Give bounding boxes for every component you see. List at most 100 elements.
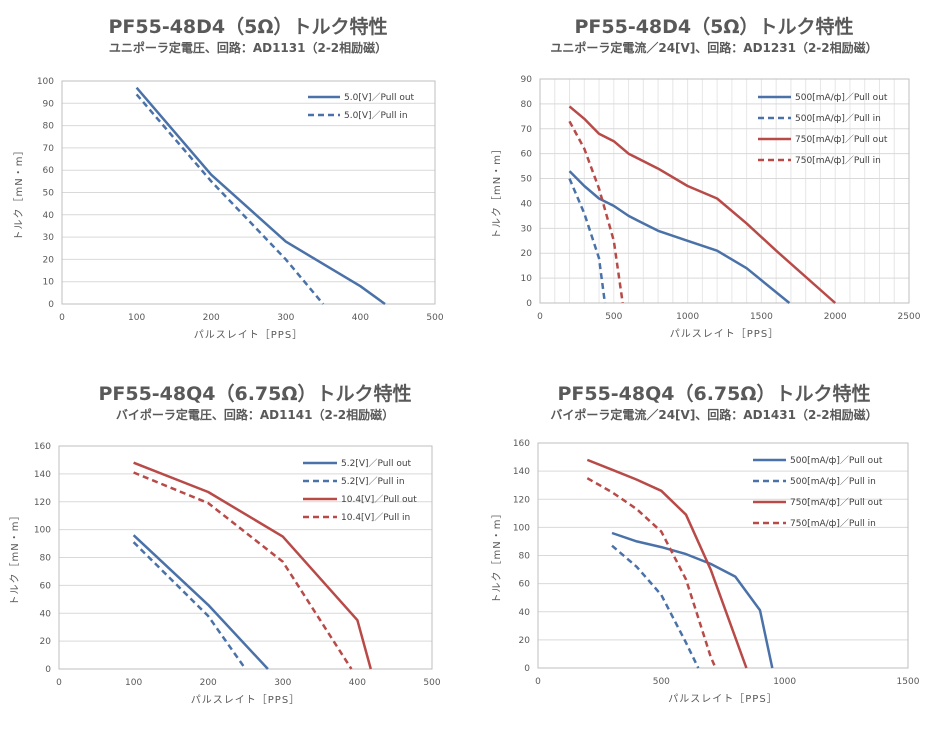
x-tick-label: 100 [125,678,142,688]
y-tick-label: 0 [45,665,51,675]
y-axis-label: トルク［mN・m］ [491,508,503,604]
x-tick-label: 0 [535,677,541,687]
y-axis-label: トルク［mN・m］ [9,510,21,606]
chart-2: PF55-48D4（5Ω）トルク特性ユニポーラ定電流／24[V]、回路：AD12… [491,15,921,340]
y-tick-label: 80 [519,552,531,562]
x-tick-label: 0 [537,312,543,322]
legend-entry: 5.0[V]／Pull in [344,110,408,121]
series-line-4 [133,471,353,670]
chart-title: PF55-48Q4（6.75Ω）トルク特性 [98,382,411,405]
y-tick-label: 50 [521,175,533,185]
y-tick-label: 80 [40,554,52,564]
series-line-2 [611,544,700,669]
y-tick-label: 20 [521,249,533,259]
y-tick-label: 60 [521,150,533,160]
x-tick-label: 1000 [773,677,796,687]
chart-legend: 5.0[V]／Pull out 5.0[V]／Pull in [308,92,415,121]
x-tick-label: 400 [352,313,369,323]
y-tick-label: 0 [524,664,530,674]
series-line-1 [135,86,386,306]
chart-legend: 500[mA/ф]／Pull out 500[mA/ф]／Pull in 750[m… [758,92,888,166]
y-tick-label: 40 [40,609,52,619]
y-tick-label: 20 [519,636,531,646]
y-tick-label: 140 [34,470,51,480]
legend-entry: 500[mA/ф]／Pull in [795,113,881,124]
x-tick-label: 400 [349,678,366,688]
y-tick-label: 30 [43,233,55,243]
legend-entry: 500[mA/ф]／Pull out [790,455,883,466]
series-line-2 [568,178,607,304]
x-axis-label: パルスレイト［PPS］ [670,328,779,340]
y-tick-label: 140 [513,467,530,477]
y-tick-label: 60 [40,581,52,591]
x-tick-label: 0 [56,678,62,688]
x-tick-label: 1000 [676,312,699,322]
x-tick-label: 500 [423,678,440,688]
y-tick-label: 120 [513,495,530,505]
y-tick-label: 50 [43,189,55,199]
x-tick-label: 0 [59,313,65,323]
legend-entry: 5.0[V]／Pull out [344,92,415,103]
legend-entry: 750[mA/ф]／Pull in [795,155,881,166]
series-line-1 [568,170,791,304]
legend-entry: 10.4[V]／Pull out [341,494,417,505]
y-tick-label: 70 [521,125,533,135]
x-tick-label: 200 [200,678,217,688]
legend-entry: 500[mA/ф]／Pull out [795,92,888,103]
x-axis-label: パルスレイト［PPS］ [194,329,303,341]
plot-area-frame [61,80,436,305]
y-tick-label: 70 [43,144,55,154]
y-tick-label: 40 [521,199,533,209]
legend-entry: 500[mA/ф]／Pull in [790,476,876,487]
y-tick-label: 160 [513,439,530,449]
legend-entry: 10.4[V]／Pull in [341,512,410,523]
series-line-3 [133,461,373,670]
y-tick-label: 160 [34,442,51,452]
series-line-3 [586,458,748,669]
x-tick-label: 2500 [898,312,921,322]
chart-4: PF55-48Q4（6.75Ω）トルク特性バイポーラ定電流／24[V]、回路：A… [491,382,920,705]
y-axis-label: トルク［mN・m］ [491,143,503,239]
y-tick-label: 90 [43,99,55,109]
plot-area-frame [58,445,433,670]
series-line-1 [611,531,774,669]
y-tick-label: 40 [43,211,55,221]
chart-title: PF55-48D4（5Ω）トルク特性 [108,15,387,38]
y-tick-label: 100 [34,526,51,536]
plot-area-frame [539,78,910,304]
series-line-1 [132,534,269,670]
x-tick-label: 100 [128,313,145,323]
chart-1: PF55-48D4（5Ω）トルク特性ユニポーラ定電圧、回路：AD1131（2-2… [13,15,444,341]
y-tick-label: 20 [40,637,52,647]
legend-entry: 750[mA/ф]／Pull out [795,134,888,145]
series-line-3 [568,105,837,304]
chart-title: PF55-48D4（5Ω）トルク特性 [574,15,853,38]
legend-entry: 750[mA/ф]／Pull in [790,518,876,529]
chart-subtitle: ユニポーラ定電圧、回路：AD1131（2-2相励磁） [109,40,387,55]
x-tick-label: 500 [426,313,443,323]
y-tick-label: 90 [521,75,533,85]
y-axis-label: トルク［mN・m］ [13,145,25,241]
chart-title: PF55-48Q4（6.75Ω）トルク特性 [557,382,870,405]
x-tick-label: 1500 [897,677,920,687]
x-axis-label: パルスレイト［PPS］ [191,694,300,706]
chart-legend: 500[mA/ф]／Pull out 500[mA/ф]／Pull in 750[m… [753,455,883,529]
chart-legend: 5.2[V]／Pull out 5.2[V]／Pull in 10.4[V]／Pul… [303,458,417,523]
x-tick-label: 300 [277,313,294,323]
x-tick-label: 2000 [824,312,847,322]
y-tick-label: 80 [521,100,533,110]
y-tick-label: 60 [519,580,531,590]
series-line-4 [586,477,717,669]
y-tick-label: 10 [521,274,533,284]
chart-3: PF55-48Q4（6.75Ω）トルク特性バイポーラ定電圧、回路：AD1141（… [9,382,441,706]
y-tick-label: 60 [43,166,55,176]
y-tick-label: 120 [34,498,51,508]
legend-entry: 5.2[V]／Pull out [341,458,412,469]
y-tick-label: 40 [519,608,531,618]
y-tick-label: 10 [43,278,55,288]
y-tick-label: 0 [48,300,54,310]
x-tick-label: 300 [274,678,291,688]
chart-subtitle: バイポーラ定電流／24[V]、回路：AD1431（2-2相励磁） [550,407,877,422]
y-tick-label: 100 [513,523,530,533]
